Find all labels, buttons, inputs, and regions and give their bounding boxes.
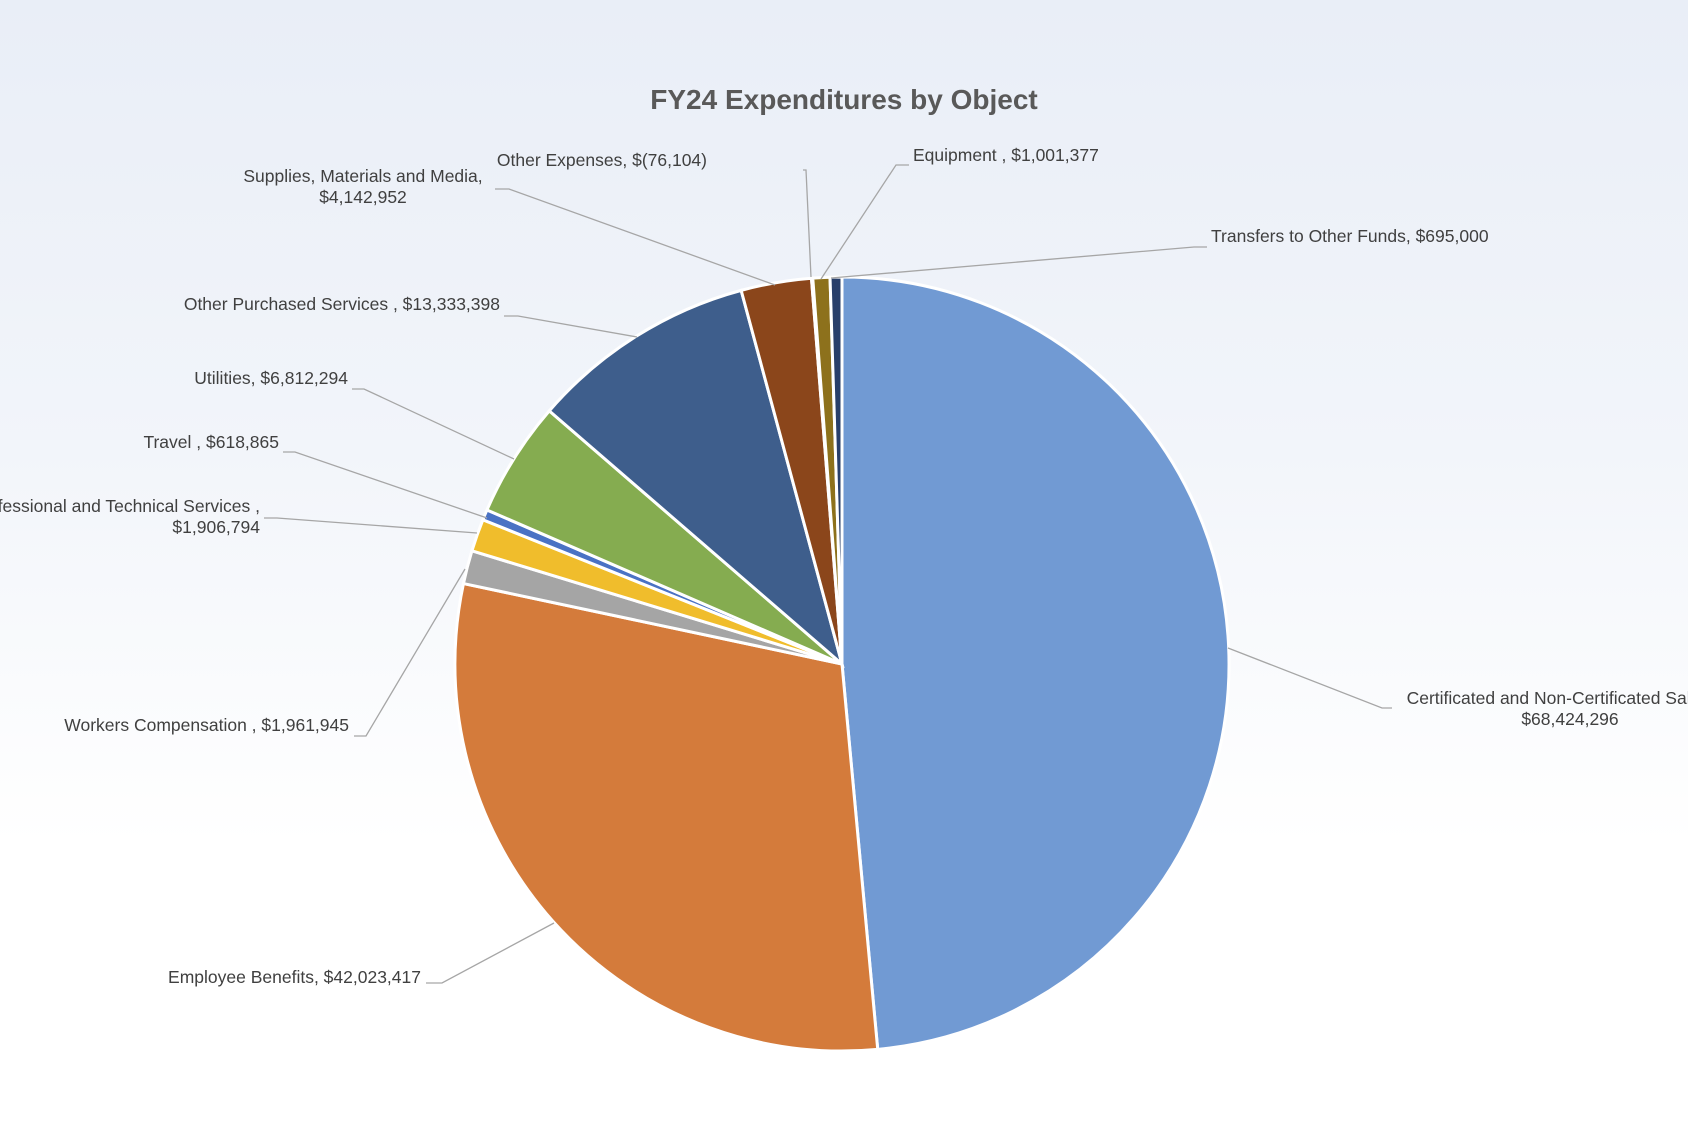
leader-line: [495, 188, 776, 286]
data-label: Equipment , $1,001,377: [913, 145, 1099, 165]
data-label: Certificated and Non-Certificated Salari…: [1407, 688, 1688, 729]
leader-lines: [264, 164, 1392, 984]
data-labels: Certificated and Non-Certificated Salari…: [0, 145, 1688, 987]
leader-line: [803, 169, 812, 278]
data-label: Employee Benefits, $42,023,417: [168, 967, 421, 987]
leader-line: [504, 315, 638, 338]
pie-slices: [453, 275, 1231, 1053]
data-label: Other Purchased Services , $13,333,398: [184, 294, 500, 314]
leader-line: [283, 451, 488, 519]
leader-line: [830, 246, 1207, 279]
pie-slice-certificated-and-non-certificated-salaries: [840, 275, 1231, 1051]
leader-line: [352, 388, 515, 460]
leader-line: [820, 164, 909, 280]
leader-line: [264, 517, 478, 534]
data-label: Workers Compensation , $1,961,945: [64, 715, 349, 735]
data-label: Professional and Technical Services ,$1,…: [0, 496, 260, 537]
data-label: Supplies, Materials and Media, $4,142,952: [243, 166, 482, 207]
leader-line: [426, 922, 555, 984]
data-label: Travel , $618,865: [143, 432, 279, 452]
data-label: Other Expenses, $(76,104): [497, 150, 707, 170]
chart-title: FY24 Expenditures by Object: [650, 84, 1037, 115]
pie-slice-employee-benefits: [453, 581, 880, 1053]
leader-line: [1227, 647, 1392, 709]
data-label: Transfers to Other Funds, $695,000: [1211, 226, 1489, 246]
data-label: Utilities, $6,812,294: [194, 368, 348, 388]
leader-line: [354, 568, 466, 737]
